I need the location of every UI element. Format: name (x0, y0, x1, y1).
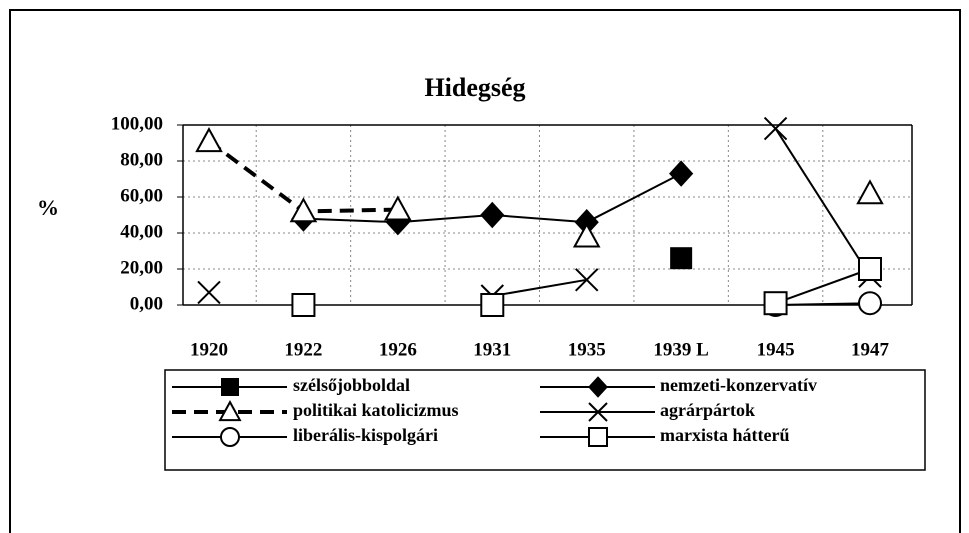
legend-marker (218, 400, 242, 422)
legend-label: marxista hátterű (660, 425, 789, 445)
y-tick-label: 100,00 (111, 113, 163, 134)
marker (670, 247, 693, 270)
marker (291, 293, 316, 317)
marker (575, 268, 599, 292)
x-tick-label: 1935 (568, 339, 606, 360)
legend-label: nemzeti-konzervatív (660, 375, 817, 395)
legend-marker (588, 402, 608, 422)
legend-label: politikai katolicizmus (293, 400, 459, 420)
marker (763, 291, 788, 316)
x-tick-label: 1939 L (653, 339, 708, 360)
x-tick-label: 1922 (284, 339, 322, 360)
legend-marker (221, 378, 239, 396)
legend-box (164, 369, 926, 471)
legend-marker (220, 427, 240, 447)
y-tick-label: 20,00 (120, 257, 163, 278)
marker (856, 179, 884, 205)
marker (572, 222, 601, 248)
marker (858, 257, 882, 281)
marker (858, 291, 882, 316)
legend-marker (588, 427, 608, 447)
marker (480, 293, 505, 317)
x-tick-label: 1920 (190, 339, 228, 360)
x-tick-label: 1947 (851, 339, 890, 360)
series-line (775, 268, 871, 305)
marker (195, 127, 223, 153)
legend-label: szélsőjobboldal (293, 375, 410, 395)
x-tick-label: 1926 (379, 339, 417, 360)
marker (385, 209, 410, 236)
y-tick-label: 60,00 (120, 185, 163, 206)
x-tick-label: 1931 (473, 339, 511, 360)
y-axis-label: % (37, 195, 59, 220)
marker (669, 160, 694, 187)
marker (197, 280, 221, 305)
marker (289, 197, 318, 223)
y-tick-label: 80,00 (120, 149, 163, 170)
legend-label: liberális-kispolgári (293, 425, 438, 445)
y-tick-label: 0,00 (130, 293, 163, 314)
frame (9, 9, 961, 533)
x-tick-label: 1945 (757, 339, 795, 360)
marker (480, 201, 505, 229)
legend-marker (588, 376, 608, 398)
chart-title: Hidegség (424, 73, 525, 102)
series-line (492, 128, 871, 297)
marker (384, 195, 412, 221)
marker (763, 116, 788, 141)
marker (574, 209, 599, 236)
series-line (775, 302, 871, 306)
y-tick-label: 40,00 (120, 221, 163, 242)
legend-label: agrárpártok (660, 400, 755, 420)
